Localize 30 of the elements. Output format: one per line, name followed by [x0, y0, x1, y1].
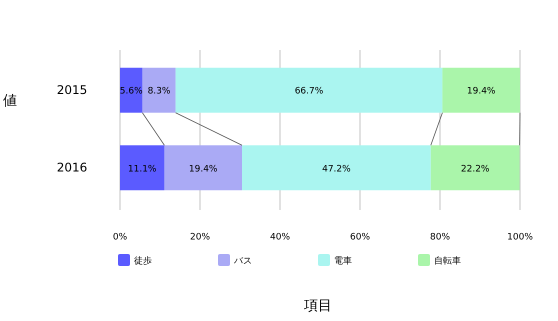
bar — [430, 145, 520, 190]
bar — [120, 68, 142, 113]
data-label: 66.7% — [294, 86, 324, 97]
bar — [242, 145, 431, 190]
y-axis-title: 値 — [3, 93, 17, 109]
x-tick-label: 60% — [350, 232, 370, 242]
bar — [442, 68, 520, 113]
legend-label: 電車 — [334, 256, 352, 266]
data-label: 5.6% — [120, 86, 144, 97]
y-tick-label: 2016 — [56, 160, 88, 175]
data-label: 19.4% — [466, 86, 496, 97]
legend-label: 自転車 — [434, 256, 461, 266]
x-axis-title: 項目 — [303, 298, 332, 314]
data-label: 19.4% — [188, 164, 218, 174]
bar — [120, 145, 164, 190]
bar — [176, 68, 442, 113]
legend-label: 徒歩 — [134, 256, 152, 266]
bar — [164, 145, 242, 190]
legend-label: バス — [233, 256, 252, 266]
x-tick-label: 40% — [270, 232, 290, 242]
bar — [142, 68, 176, 113]
y-tick-label: 2015 — [56, 83, 88, 98]
data-label: 8.3% — [148, 86, 171, 97]
x-tick-label: 20% — [190, 232, 210, 242]
data-label: 11.1% — [128, 164, 157, 174]
data-label: 47.2% — [322, 164, 352, 174]
x-tick-label: 80% — [430, 232, 450, 242]
x-tick-label: 0% — [112, 232, 128, 242]
x-tick-label: 100% — [507, 232, 534, 242]
data-label: 22.2% — [460, 164, 490, 174]
